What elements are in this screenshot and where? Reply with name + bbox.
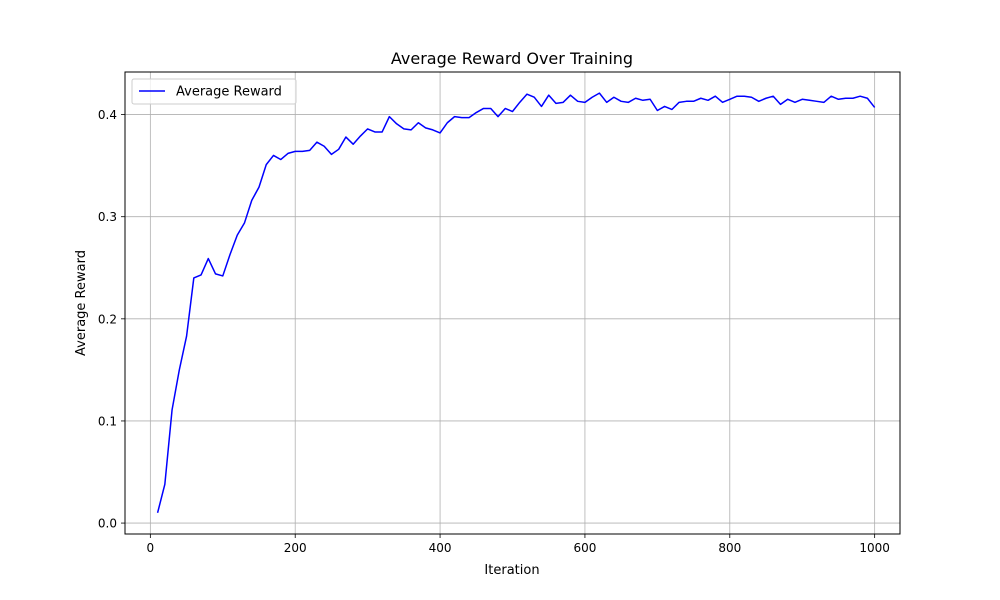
x-tick-label: 600 — [573, 541, 596, 555]
plot-frame — [124, 71, 901, 535]
y-tick-label: 0.4 — [98, 108, 117, 122]
x-tick-label: 0 — [147, 541, 155, 555]
x-tick-label: 200 — [284, 541, 307, 555]
grid-lines — [125, 72, 900, 534]
x-tick-label: 400 — [429, 541, 452, 555]
chart-title: Average Reward Over Training — [391, 49, 633, 68]
x-axis-ticks: 0 200 400 600 800 1000 — [147, 534, 890, 555]
y-tick-label: 0.0 — [98, 517, 117, 531]
legend-box — [131, 78, 297, 105]
y-tick-label: 0.3 — [98, 210, 117, 224]
legend: Average Reward — [131, 78, 297, 105]
x-tick-label: 800 — [718, 541, 741, 555]
y-tick-label: 0.1 — [98, 414, 117, 428]
legend-label: Average Reward — [176, 85, 282, 100]
series-line-0 — [156, 92, 876, 514]
y-axis-ticks: 0.0 0.1 0.2 0.3 0.4 — [98, 108, 125, 531]
x-tick-label: 1000 — [859, 541, 890, 555]
y-tick-label: 0.2 — [98, 312, 117, 326]
series-layer — [156, 92, 876, 514]
x-axis-label: Iteration — [484, 563, 539, 578]
y-axis-label: Average Reward — [74, 250, 89, 356]
